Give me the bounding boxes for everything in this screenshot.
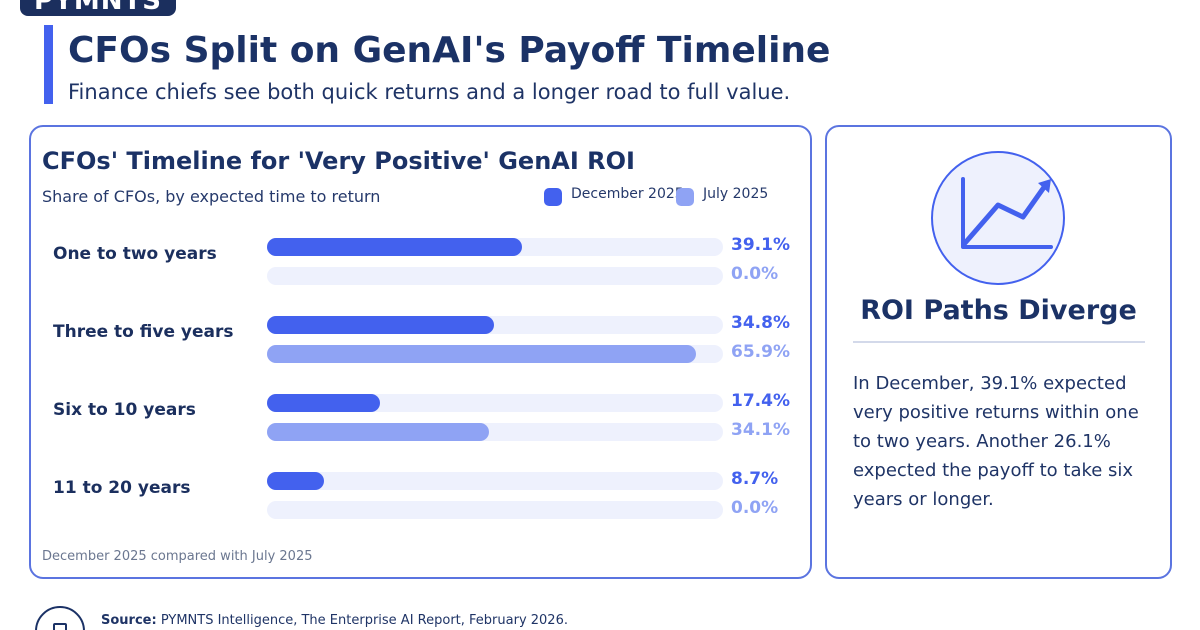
side-text: In December, 39.1% expected very positiv… [853, 373, 1139, 510]
data-label: 0.0% [731, 264, 779, 284]
document-icon [35, 606, 85, 630]
trend-chart-icon [931, 151, 1065, 285]
bar-july [267, 345, 697, 363]
category-label: Three to five years [53, 322, 234, 342]
bar-december [267, 394, 381, 412]
legend-swatch-december [544, 188, 562, 206]
side-title: ROI Paths Diverge [860, 295, 1137, 326]
page-title: CFOs Split on GenAI's Payoff Timeline [68, 30, 831, 71]
chart-title: CFOs' Timeline for 'Very Positive' GenAI… [42, 147, 635, 175]
chart-footnote: December 2025 compared with July 2025 [42, 549, 313, 564]
category-label: 11 to 20 years [53, 478, 191, 498]
bar-july [267, 423, 490, 441]
insight-card: ROI Paths Diverge In December, 39.1% exp… [825, 125, 1172, 579]
page-subtitle: Finance chiefs see both quick returns an… [68, 80, 791, 104]
source-label: Source: [101, 613, 157, 628]
source-text: PYMNTS Intelligence, The Enterprise AI R… [160, 613, 568, 628]
chart-card: CFOs' Timeline for 'Very Positive' GenAI… [29, 125, 812, 579]
bar-december [267, 316, 494, 334]
chart-subtitle: Share of CFOs, by expected time to retur… [42, 187, 381, 206]
bar-december [267, 472, 324, 490]
trend-chart-icon-svg [961, 177, 1053, 249]
bar-track [267, 238, 723, 256]
data-label: 34.8% [731, 313, 790, 333]
legend-swatch-july [676, 188, 694, 206]
legend-label-december: December 2025 [571, 186, 684, 202]
bar-track [267, 394, 723, 412]
side-divider [853, 341, 1145, 343]
data-label: 39.1% [731, 235, 790, 255]
bar-track [267, 472, 723, 490]
bar-december [267, 238, 522, 256]
data-label: 0.0% [731, 498, 779, 518]
title-accent-bar [44, 25, 53, 104]
category-label: One to two years [53, 244, 217, 264]
data-label: 65.9% [731, 342, 790, 362]
data-label: 8.7% [731, 469, 779, 489]
bar-track [267, 316, 723, 334]
category-label: Six to 10 years [53, 400, 196, 420]
data-label: 34.1% [731, 420, 790, 440]
brand-logo: PYMNTS [20, 0, 176, 16]
bar-track [267, 501, 723, 519]
bar-track [267, 267, 723, 285]
legend-label-july: July 2025 [703, 186, 769, 202]
data-label: 17.4% [731, 391, 790, 411]
source-line: Source: PYMNTS Intelligence, The Enterpr… [101, 613, 568, 628]
bar-track [267, 345, 723, 363]
bar-track [267, 423, 723, 441]
